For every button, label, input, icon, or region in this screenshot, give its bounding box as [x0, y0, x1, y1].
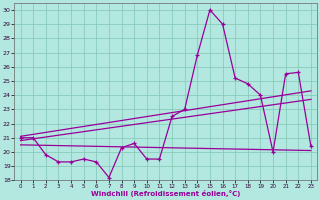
X-axis label: Windchill (Refroidissement éolien,°C): Windchill (Refroidissement éolien,°C)	[91, 190, 240, 197]
